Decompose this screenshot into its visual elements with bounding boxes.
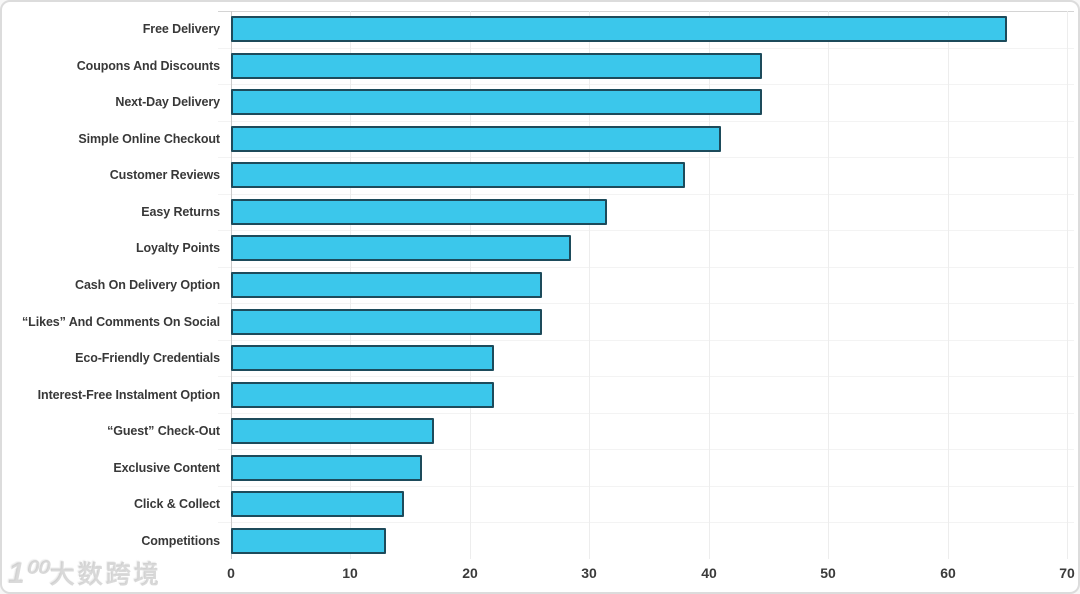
- bar-competitions: [231, 528, 386, 554]
- bar-interest-free-instalment-option: [231, 382, 494, 408]
- bar-free-delivery: [231, 16, 1007, 42]
- bar-easy-returns: [231, 199, 607, 225]
- bar-exclusive-content: [231, 455, 422, 481]
- category-label-simple-online-checkout: Simple Online Checkout: [78, 132, 220, 146]
- category-label-next-day-delivery: Next-Day Delivery: [115, 95, 220, 109]
- category-label-coupons-and-discounts: Coupons And Discounts: [76, 59, 220, 73]
- gridline-40: [709, 11, 710, 559]
- plot-top-border: [218, 11, 1074, 12]
- x-tick-label-40: 40: [701, 565, 717, 581]
- x-tick-label-30: 30: [581, 565, 597, 581]
- row-separator: [218, 47, 1074, 49]
- bar-customer-reviews: [231, 162, 685, 188]
- category-label-eco-friendly-credentials: Eco-Friendly Credentials: [75, 351, 220, 365]
- category-label-free-delivery: Free Delivery: [142, 22, 220, 36]
- bar-coupons-and-discounts: [231, 53, 762, 79]
- row-separator: [218, 376, 1074, 378]
- gridline-70: [1067, 11, 1068, 559]
- bar-guest-check-out: [231, 418, 434, 444]
- row-separator: [218, 339, 1074, 341]
- category-label-click-collect: Click & Collect: [133, 497, 220, 511]
- row-separator: [218, 412, 1074, 414]
- category-label-cash-on-delivery-option: Cash On Delivery Option: [75, 278, 220, 292]
- x-tick-label-0: 0: [227, 565, 235, 581]
- row-separator: [218, 522, 1074, 524]
- bar-click-collect: [231, 491, 404, 517]
- gridline-30: [589, 11, 590, 559]
- category-label-easy-returns: Easy Returns: [141, 205, 220, 219]
- row-separator: [218, 449, 1074, 451]
- category-label-exclusive-content: Exclusive Content: [113, 461, 220, 475]
- row-separator: [218, 230, 1074, 232]
- bar-loyalty-points: [231, 235, 571, 261]
- row-separator: [218, 120, 1074, 122]
- row-separator: [218, 266, 1074, 268]
- category-label-interest-free-instalment-option: Interest-Free Instalment Option: [37, 388, 220, 402]
- category-label-likes-and-comments-on-social: “Likes” And Comments On Social: [22, 315, 220, 329]
- bar-simple-online-checkout: [231, 126, 721, 152]
- row-separator: [218, 193, 1074, 195]
- row-separator: [218, 84, 1074, 86]
- gridline-60: [948, 11, 949, 559]
- x-tick-label-70: 70: [1059, 565, 1075, 581]
- x-tick-label-20: 20: [462, 565, 478, 581]
- gridline-50: [828, 11, 829, 559]
- bar-eco-friendly-credentials: [231, 345, 494, 371]
- watermark: 1⁰⁰ 大数跨境: [8, 555, 162, 591]
- bar-likes-and-comments-on-social: [231, 309, 542, 335]
- category-label-customer-reviews: Customer Reviews: [109, 168, 220, 182]
- bar-cash-on-delivery-option: [231, 272, 542, 298]
- bar-next-day-delivery: [231, 89, 762, 115]
- watermark-logo-icon: 1⁰⁰: [8, 557, 47, 590]
- row-separator: [218, 157, 1074, 159]
- row-separator: [218, 303, 1074, 305]
- x-tick-label-10: 10: [342, 565, 358, 581]
- category-label-competitions: Competitions: [141, 534, 220, 548]
- x-tick-label-60: 60: [940, 565, 956, 581]
- category-label-loyalty-points: Loyalty Points: [135, 241, 220, 255]
- row-separator: [218, 485, 1074, 487]
- watermark-text: 大数跨境: [49, 561, 162, 589]
- x-tick-label-50: 50: [820, 565, 836, 581]
- category-label-guest-check-out: “Guest” Check-Out: [107, 424, 220, 438]
